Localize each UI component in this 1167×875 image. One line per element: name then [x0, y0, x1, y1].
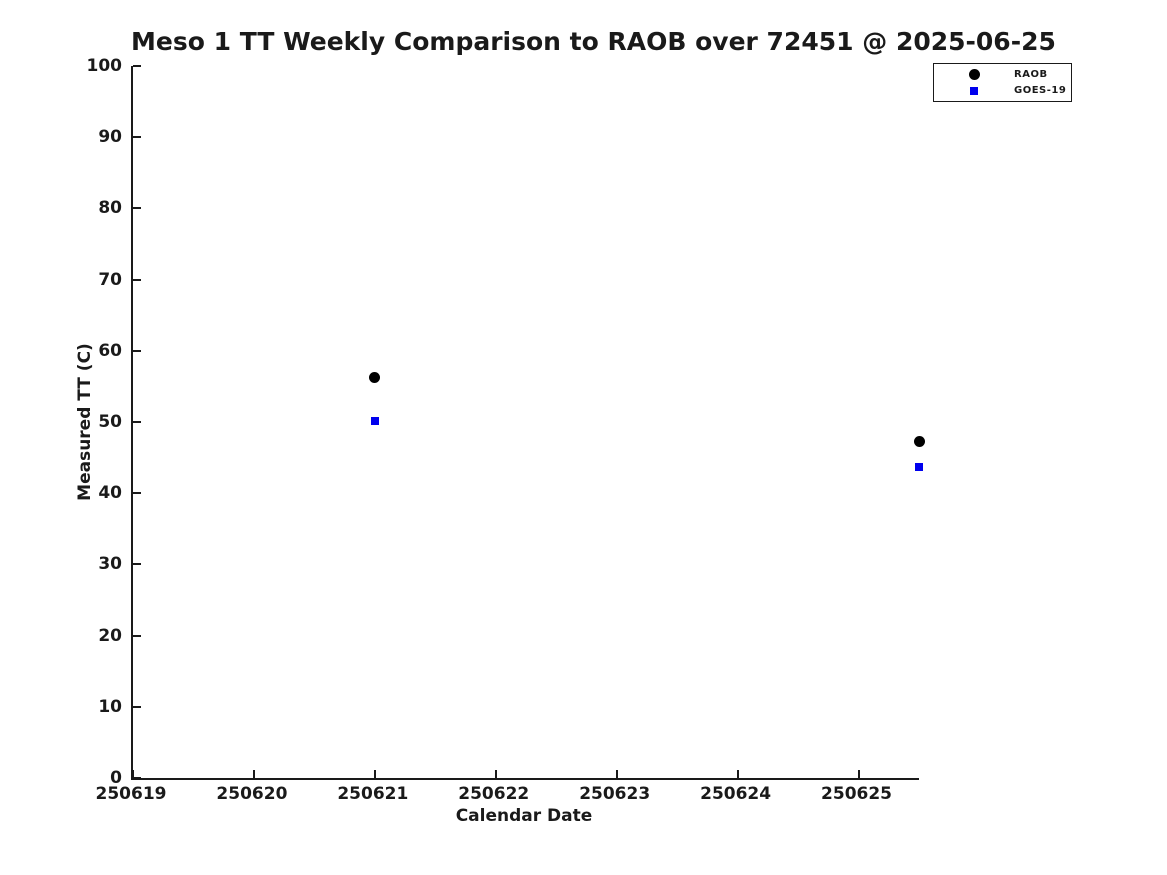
legend-marker-cell — [934, 86, 1014, 95]
y-tick — [133, 563, 141, 566]
legend-item-raob: RAOB — [934, 67, 1071, 82]
plot-area — [131, 65, 925, 780]
x-tick-label: 250622 — [458, 784, 530, 804]
x-tick — [373, 770, 376, 778]
y-tick-label: 50 — [98, 412, 122, 432]
y-tick — [133, 278, 141, 281]
y-tick-label: 100 — [86, 56, 123, 76]
y-tick-label: 0 — [110, 768, 122, 788]
y-tick-label: 10 — [98, 696, 122, 717]
raob-circle-marker-icon — [968, 69, 980, 80]
x-axis-label: Calendar Date — [455, 806, 593, 826]
data-point-raob — [913, 436, 925, 448]
y-tick-label: 40 — [98, 483, 122, 504]
y-tick — [133, 65, 141, 67]
data-point-raob — [369, 372, 381, 384]
y-tick — [133, 492, 141, 495]
data-point-goes-19 — [370, 417, 379, 426]
x-tick — [615, 770, 618, 778]
y-tick — [133, 136, 141, 139]
y-tick — [133, 421, 141, 423]
y-tick-label: 70 — [98, 269, 122, 290]
y-tick-label: 30 — [98, 554, 122, 575]
x-tick — [252, 770, 255, 778]
chart-title: Meso 1 TT Weekly Comparison to RAOB over… — [131, 27, 1056, 56]
y-tick — [133, 777, 141, 779]
x-tick — [494, 770, 497, 778]
goes19-square-marker-icon — [970, 86, 978, 95]
x-tick — [857, 770, 860, 778]
x-tick — [736, 770, 739, 778]
legend-item-goes19: GOES-19 — [934, 83, 1071, 98]
x-tick-label: 250625 — [821, 784, 893, 804]
x-tick-label: 250624 — [700, 784, 772, 804]
y-tick — [133, 349, 141, 352]
x-tick-label: 250620 — [216, 784, 288, 804]
x-tick — [132, 770, 134, 778]
data-point-goes-19 — [915, 462, 923, 471]
legend-marker-cell — [934, 69, 1014, 80]
y-tick — [133, 705, 141, 708]
x-tick-label: 250623 — [579, 784, 651, 804]
x-tick-label: 250619 — [95, 784, 167, 804]
x-tick-label: 250621 — [337, 784, 409, 804]
legend-label-goes19: GOES-19 — [1014, 85, 1067, 96]
y-tick-label: 90 — [98, 127, 122, 148]
y-tick-label: 80 — [98, 198, 122, 219]
y-tick-label: 20 — [98, 625, 122, 646]
y-tick — [133, 634, 141, 637]
y-tick — [133, 207, 141, 210]
y-tick-label: 60 — [98, 340, 122, 361]
legend: RAOB GOES-19 — [933, 63, 1072, 102]
legend-label-raob: RAOB — [1014, 69, 1048, 80]
